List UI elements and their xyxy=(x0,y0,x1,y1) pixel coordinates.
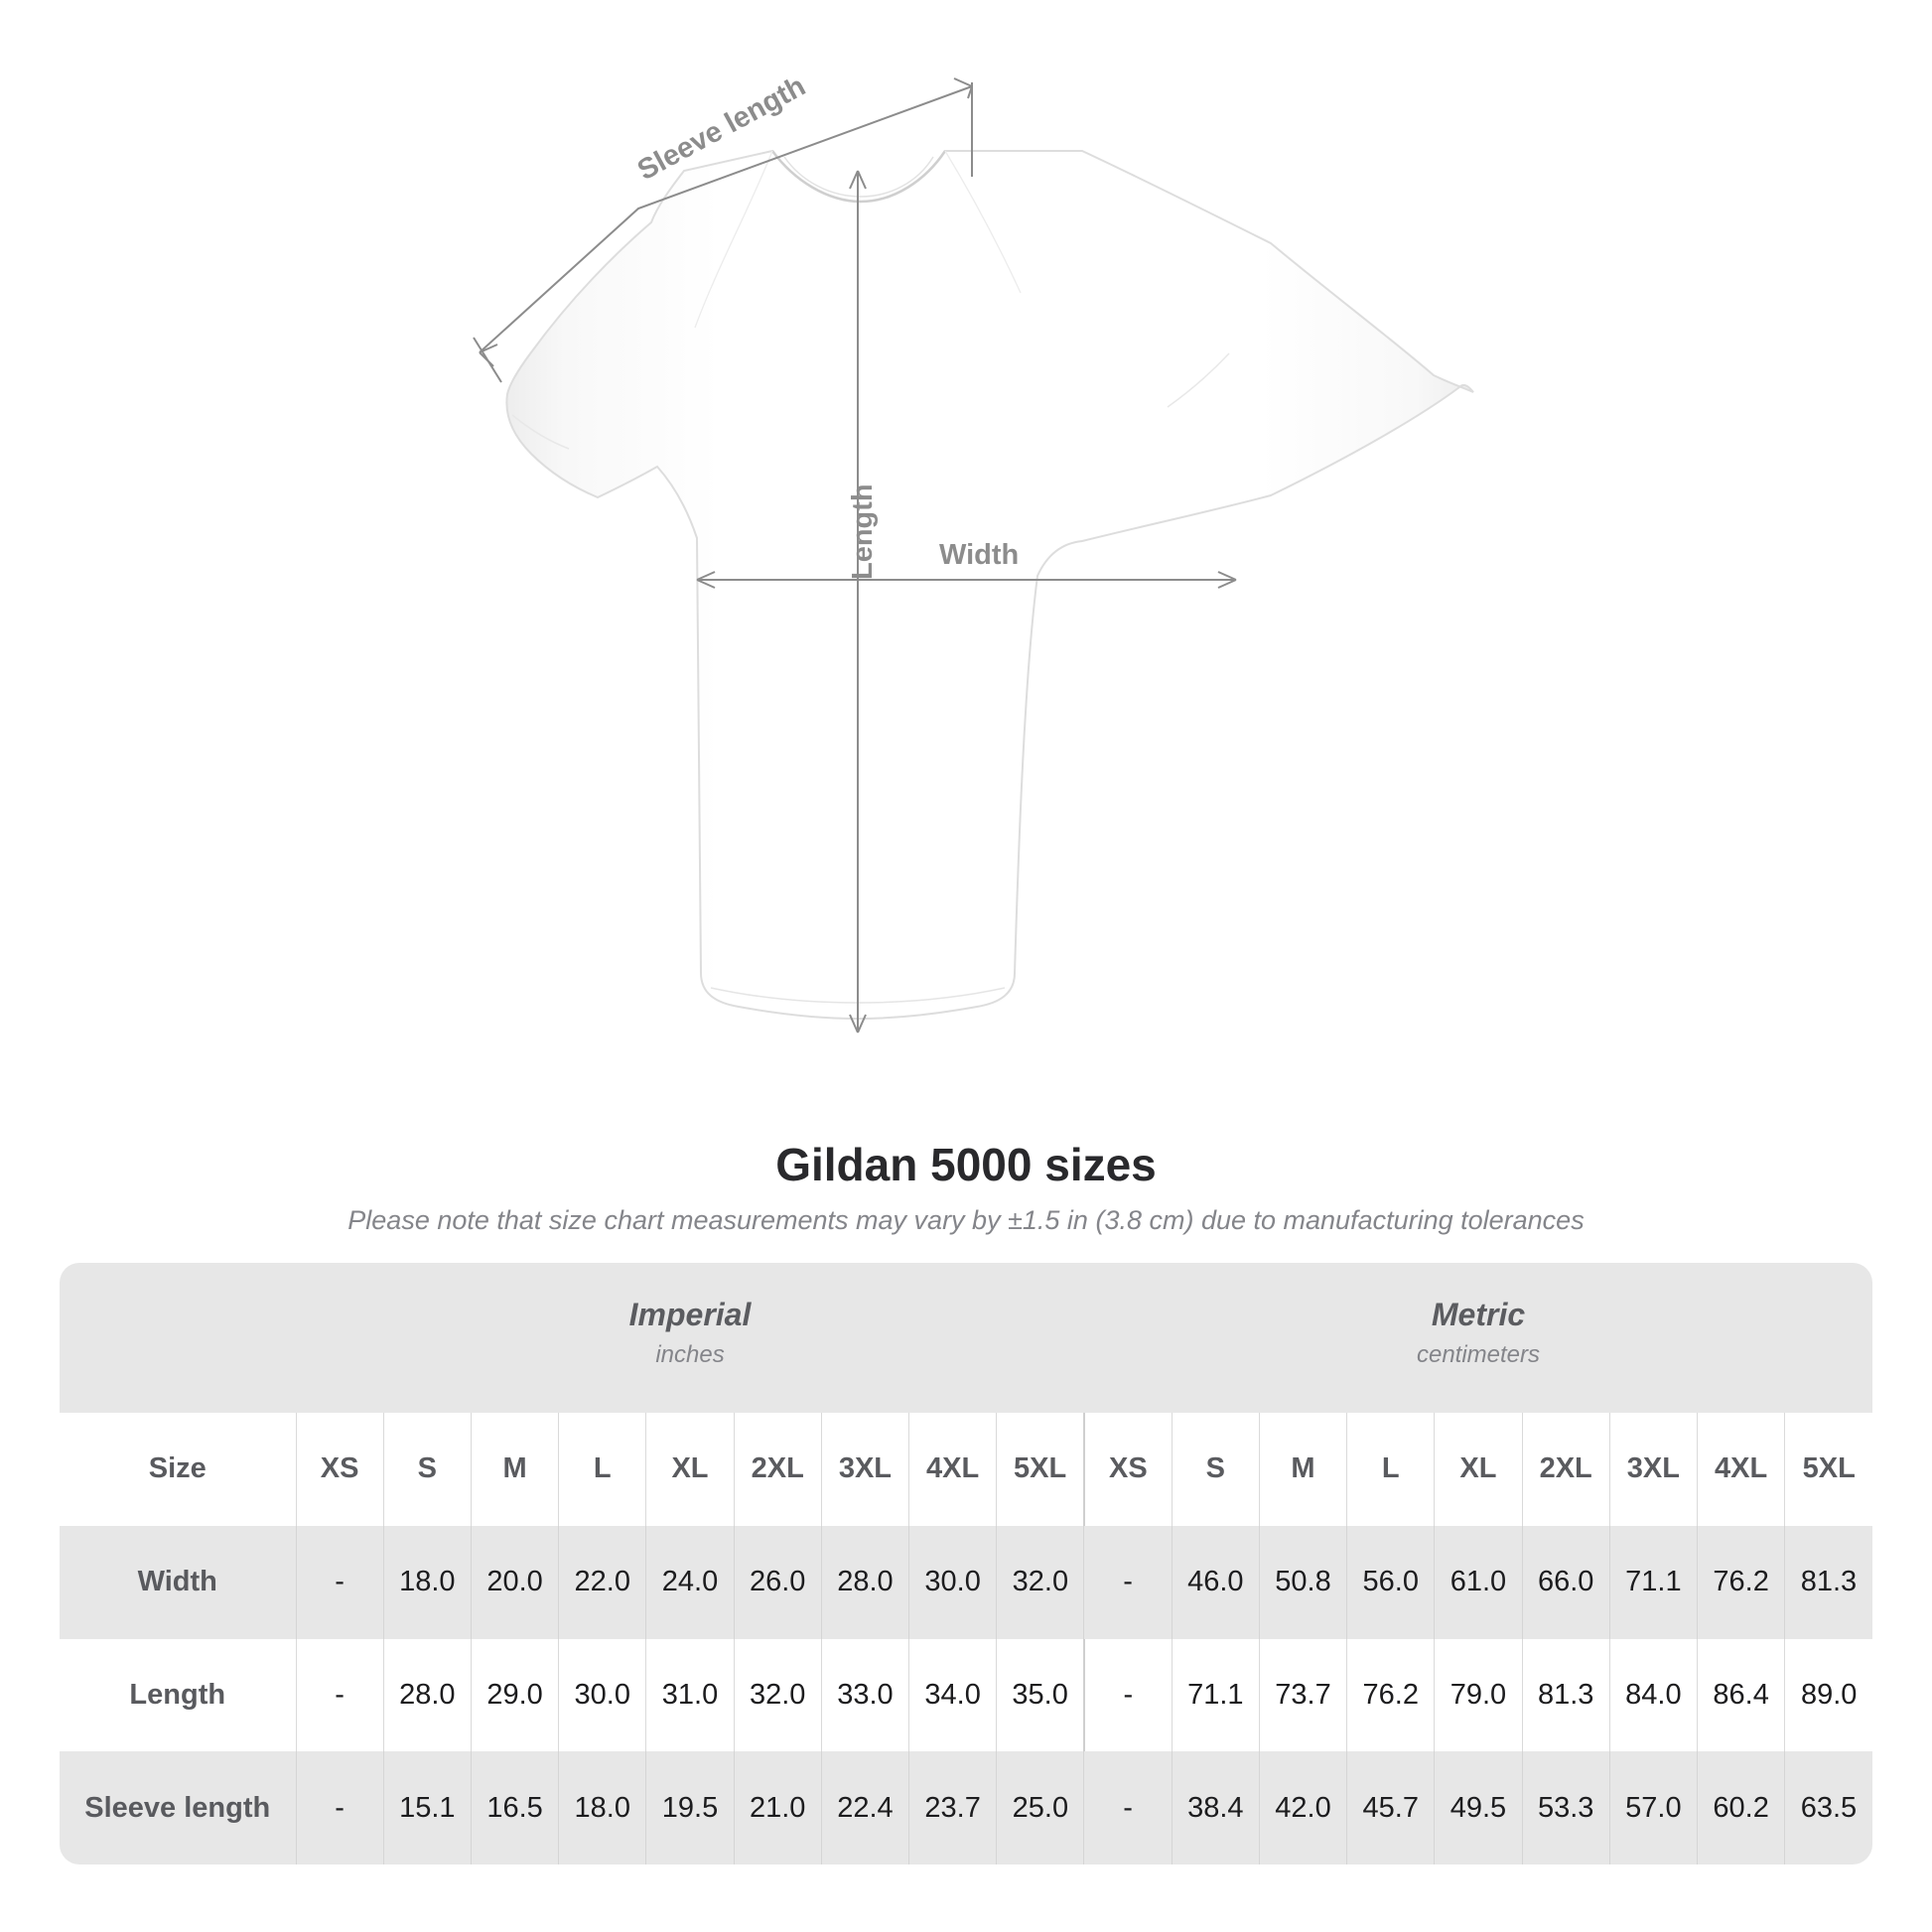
svg-text:Length: Length xyxy=(847,483,879,580)
svg-text:Width: Width xyxy=(939,539,1019,571)
